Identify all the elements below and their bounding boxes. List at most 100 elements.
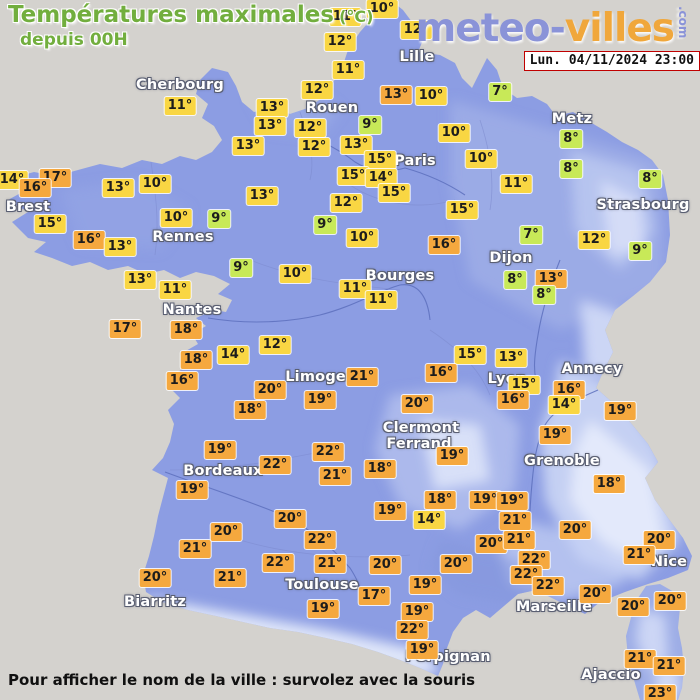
- temp-chip[interactable]: 20°: [559, 521, 591, 539]
- temp-chip[interactable]: 22°: [262, 554, 294, 572]
- temp-chip[interactable]: 10°: [438, 124, 470, 142]
- temp-chip[interactable]: 23°: [644, 685, 676, 700]
- temp-chip[interactable]: 7°: [520, 226, 542, 244]
- temp-chip[interactable]: 10°: [465, 150, 497, 168]
- temp-chip[interactable]: 21°: [214, 569, 246, 587]
- temp-chip[interactable]: 14°: [413, 511, 445, 529]
- temp-chip[interactable]: 15°: [508, 376, 540, 394]
- temp-chip[interactable]: 15°: [446, 201, 478, 219]
- temp-chip[interactable]: 22°: [518, 551, 550, 569]
- meteo-villes-logo[interactable]: meteo-villes .com: [416, 6, 690, 51]
- temp-chip[interactable]: 18°: [170, 321, 202, 339]
- temp-chip[interactable]: 20°: [617, 598, 649, 616]
- temp-chip[interactable]: 19°: [406, 641, 438, 659]
- temp-chip[interactable]: 10°: [415, 87, 447, 105]
- temp-chip[interactable]: 20°: [254, 381, 286, 399]
- temp-chip[interactable]: 16°: [73, 231, 105, 249]
- temp-chip[interactable]: 12°: [400, 21, 432, 39]
- temp-chip[interactable]: 19°: [539, 426, 571, 444]
- temp-chip[interactable]: 16°: [425, 364, 457, 382]
- temp-chip[interactable]: 19°: [307, 600, 339, 618]
- temp-chip[interactable]: 21°: [624, 650, 656, 668]
- temp-chip[interactable]: 16°: [553, 381, 585, 399]
- temp-chip[interactable]: 16°: [166, 372, 198, 390]
- temp-chip[interactable]: 14°: [548, 396, 580, 414]
- temp-chip[interactable]: 11°: [365, 291, 397, 309]
- temp-chip[interactable]: 10°: [139, 175, 171, 193]
- temp-chip[interactable]: 12°: [294, 119, 326, 137]
- temp-chip[interactable]: 20°: [475, 535, 507, 553]
- temp-chip[interactable]: 13°: [246, 187, 278, 205]
- temp-chip[interactable]: 15°: [34, 215, 66, 233]
- temp-chip[interactable]: 20°: [654, 592, 686, 610]
- temp-chip[interactable]: 19°: [409, 576, 441, 594]
- temp-chip[interactable]: 10°: [346, 229, 378, 247]
- temp-chip[interactable]: 20°: [139, 569, 171, 587]
- temp-chip[interactable]: 11°: [332, 61, 364, 79]
- temp-chip[interactable]: 11°: [329, 8, 361, 26]
- temp-chip[interactable]: 20°: [440, 555, 472, 573]
- temp-chip[interactable]: 8°: [560, 160, 582, 178]
- temp-chip[interactable]: 8°: [639, 170, 661, 188]
- temp-chip[interactable]: 18°: [424, 491, 456, 509]
- temp-chip[interactable]: 13°: [232, 137, 264, 155]
- temp-chip[interactable]: 15°: [364, 151, 396, 169]
- temp-chip[interactable]: 15°: [337, 167, 369, 185]
- temp-chip[interactable]: 9°: [314, 216, 336, 234]
- temp-chip[interactable]: 20°: [369, 556, 401, 574]
- temp-chip[interactable]: 21°: [346, 368, 378, 386]
- temp-chip[interactable]: 16°: [497, 391, 529, 409]
- temp-chip[interactable]: 11°: [500, 175, 532, 193]
- temp-chip[interactable]: 20°: [579, 585, 611, 603]
- temp-chip[interactable]: 13°: [104, 238, 136, 256]
- temp-chip[interactable]: 21°: [179, 540, 211, 558]
- temp-chip[interactable]: 22°: [396, 621, 428, 639]
- temp-chip[interactable]: 19°: [176, 481, 208, 499]
- temp-chip[interactable]: 18°: [593, 475, 625, 493]
- temp-chip[interactable]: 21°: [319, 467, 351, 485]
- temp-chip[interactable]: 12°: [301, 81, 333, 99]
- temp-chip[interactable]: 13°: [102, 179, 134, 197]
- temp-chip[interactable]: 12°: [578, 231, 610, 249]
- temp-chip[interactable]: 19°: [436, 447, 468, 465]
- temp-chip[interactable]: 13°: [495, 349, 527, 367]
- temp-chip[interactable]: 18°: [234, 401, 266, 419]
- temp-chip[interactable]: 9°: [230, 259, 252, 277]
- temp-chip[interactable]: 7°: [489, 83, 511, 101]
- temp-chip[interactable]: 11°: [164, 97, 196, 115]
- temp-chip[interactable]: 18°: [364, 460, 396, 478]
- temp-chip[interactable]: 21°: [314, 555, 346, 573]
- temp-chip[interactable]: 19°: [401, 603, 433, 621]
- temp-chip[interactable]: 14°: [217, 346, 249, 364]
- temp-chip[interactable]: 12°: [259, 336, 291, 354]
- temp-chip[interactable]: 10°: [160, 209, 192, 227]
- temp-chip[interactable]: 22°: [312, 443, 344, 461]
- temp-chip[interactable]: 13°: [535, 270, 567, 288]
- temp-chip[interactable]: 19°: [604, 402, 636, 420]
- temp-chip[interactable]: 10°: [366, 0, 398, 18]
- temp-chip[interactable]: 20°: [643, 531, 675, 549]
- temp-chip[interactable]: 19°: [204, 441, 236, 459]
- temp-chip[interactable]: 8°: [560, 130, 582, 148]
- temp-chip[interactable]: 14°: [365, 169, 397, 187]
- temp-chip[interactable]: 9°: [359, 116, 381, 134]
- temp-chip[interactable]: 13°: [340, 136, 372, 154]
- temp-chip[interactable]: 13°: [256, 99, 288, 117]
- temp-chip[interactable]: 21°: [653, 657, 685, 675]
- temp-chip[interactable]: 21°: [623, 546, 655, 564]
- temp-chip[interactable]: 8°: [504, 271, 526, 289]
- temp-chip[interactable]: 17°: [109, 320, 141, 338]
- temp-chip[interactable]: 15°: [378, 184, 410, 202]
- temp-chip[interactable]: 16°: [19, 179, 51, 197]
- temp-chip[interactable]: 10°: [279, 265, 311, 283]
- temp-chip[interactable]: 13°: [380, 86, 412, 104]
- temp-chip[interactable]: 17°: [358, 587, 390, 605]
- temp-chip[interactable]: 9°: [208, 210, 230, 228]
- temp-chip[interactable]: 21°: [499, 512, 531, 530]
- temp-chip[interactable]: 22°: [532, 577, 564, 595]
- temp-chip[interactable]: 11°: [159, 281, 191, 299]
- temp-chip[interactable]: 11°: [339, 280, 371, 298]
- temp-chip[interactable]: 9°: [629, 242, 651, 260]
- temp-chip[interactable]: 19°: [469, 491, 501, 509]
- temp-chip[interactable]: 12°: [298, 138, 330, 156]
